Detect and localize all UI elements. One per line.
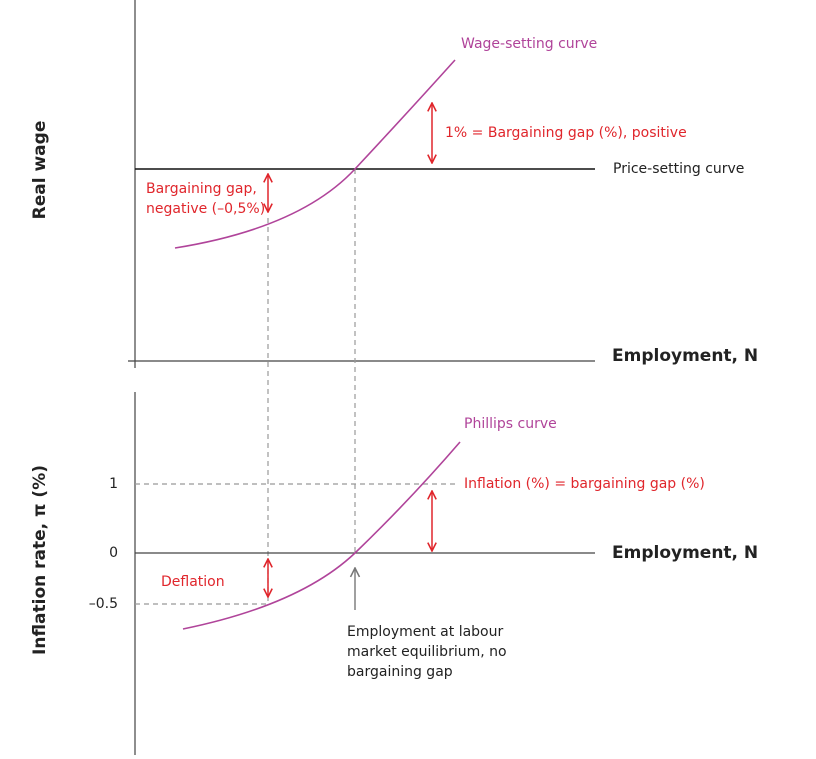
y-tick-label: 1 [109, 476, 118, 492]
note: Employment at labour [347, 624, 503, 640]
note: market equilibrium, no [347, 644, 507, 660]
annotation: 1% = Bargaining gap (%), positive [445, 125, 687, 141]
y-label: Real wage [30, 121, 50, 220]
note: bargaining gap [347, 664, 453, 680]
annotation: Inflation (%) = bargaining gap (%) [464, 476, 705, 492]
x-label: Employment, N [612, 543, 758, 563]
y-label: Inflation rate, π (%) [30, 465, 50, 655]
y-tick-label: –0.5 [89, 596, 118, 612]
wage-setting-curve [174, 59, 456, 249]
curve-label: Phillips curve [464, 416, 557, 432]
annotation: Deflation [161, 574, 225, 590]
annotation: Bargaining gap, [146, 181, 257, 197]
x-label: Employment, N [612, 346, 758, 366]
phillips-curve [182, 441, 461, 630]
y-tick-label: 0 [109, 545, 118, 561]
curve-label: Wage-setting curve [461, 36, 597, 52]
curve-label: Price-setting curve [613, 161, 744, 177]
annotation: negative (–0,5%) [146, 201, 265, 217]
